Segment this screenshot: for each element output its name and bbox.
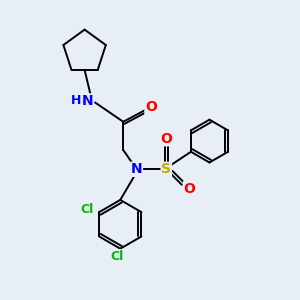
Text: O: O: [145, 100, 157, 115]
Text: Cl: Cl: [80, 202, 93, 216]
Text: N: N: [131, 162, 142, 176]
Text: H: H: [70, 94, 81, 107]
Text: N: N: [82, 94, 93, 108]
Text: Cl: Cl: [111, 250, 124, 262]
Text: S: S: [161, 162, 171, 176]
Text: O: O: [160, 132, 172, 146]
Text: O: O: [184, 182, 196, 196]
